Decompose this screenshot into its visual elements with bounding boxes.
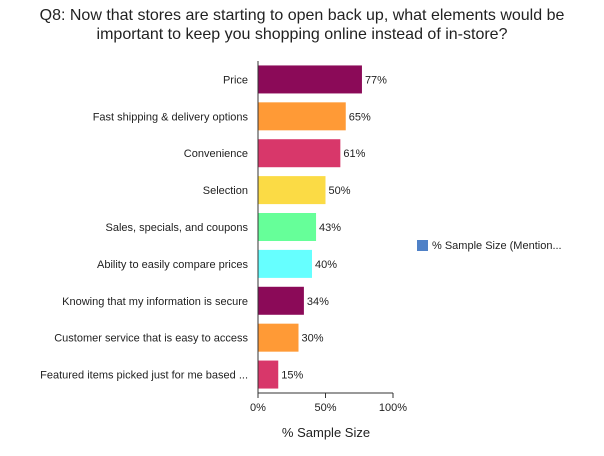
category-label: Fast shipping & delivery options [93,111,249,123]
value-label: 61% [343,148,365,160]
bar[interactable] [258,176,326,205]
x-tick-label: 100% [379,402,407,414]
bar[interactable] [258,213,317,241]
category-label: Knowing that my information is secure [62,296,248,308]
category-label: Ability to easily compare prices [97,259,249,271]
category-label: Convenience [184,148,248,160]
x-axis-title: % Sample Size [282,425,370,440]
bar[interactable] [258,360,279,389]
legend-label: % Sample Size (Mention... [432,240,562,252]
legend[interactable]: % Sample Size (Mention... [417,240,562,252]
value-label: 30% [302,333,324,345]
value-label: 50% [329,185,351,197]
category-label: Customer service that is easy to access [54,333,248,345]
category-label: Featured items picked just for me based … [40,370,248,382]
bar[interactable] [258,65,362,94]
x-tick-label: 0% [250,402,266,414]
chart-title-line: important to keep you shopping online in… [96,26,508,43]
x-tick-label: 50% [314,402,336,414]
value-label: 65% [349,111,371,123]
category-label: Price [223,74,248,86]
value-label: 34% [307,296,329,308]
value-label: 77% [365,74,387,86]
chart-title-line: Q8: Now that stores are starting to open… [39,7,565,24]
value-label: 43% [319,222,341,234]
category-label: Selection [203,185,248,197]
value-label: 15% [281,370,303,382]
bars-layer [258,65,362,389]
value-label: 40% [315,259,337,271]
x-axis: 0% 50% 100% [250,61,407,414]
bar[interactable] [258,102,346,131]
legend-swatch [417,240,428,251]
bar[interactable] [258,249,312,278]
bar[interactable] [258,286,304,315]
category-label: Sales, specials, and coupons [106,222,249,234]
labels-layer: Price 77% Fast shipping & delivery options… [40,74,387,381]
bar[interactable] [258,139,341,168]
chart-title: Q8: Now that stores are starting to open… [0,6,604,44]
bar[interactable] [258,323,299,352]
